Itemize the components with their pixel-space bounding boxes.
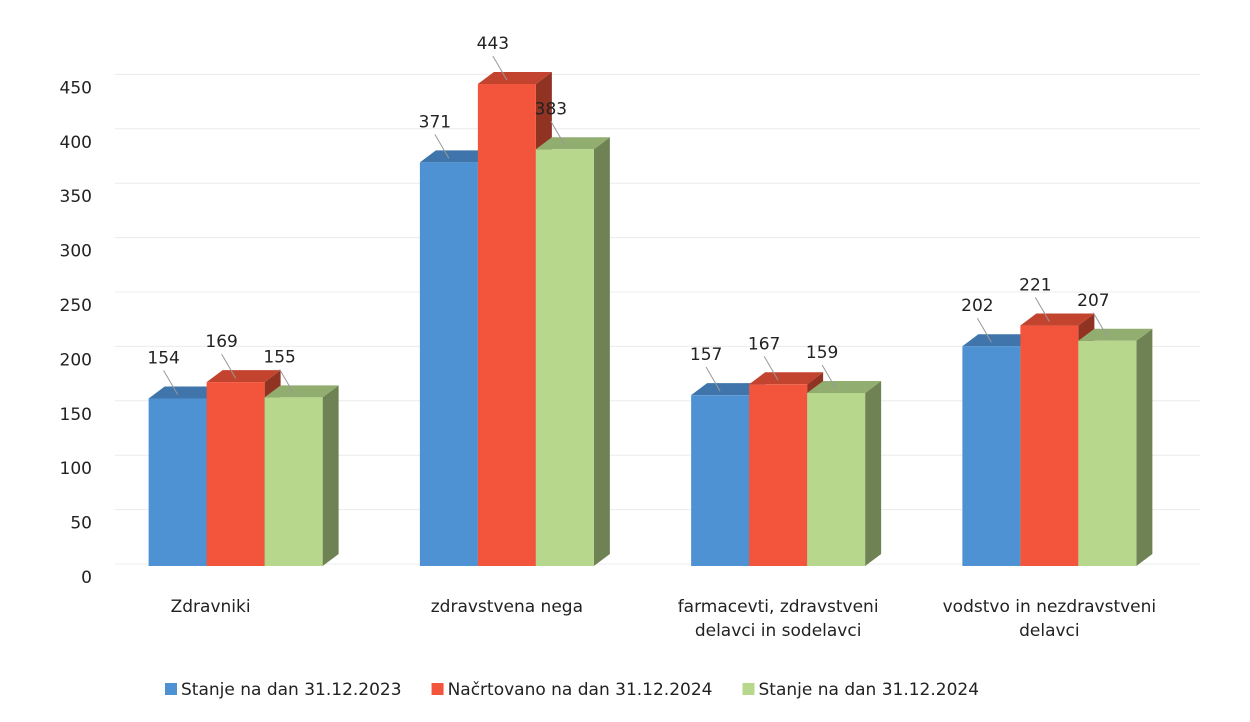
y-tick-label: 200 xyxy=(60,350,92,370)
legend-label: Stanje na dan 31.12.2024 xyxy=(758,680,979,700)
bar xyxy=(691,395,750,566)
value-label: 371 xyxy=(419,112,451,132)
bar-top xyxy=(962,334,1037,347)
y-tick-label: 250 xyxy=(60,296,92,316)
bar-side xyxy=(1136,328,1153,566)
bar xyxy=(962,346,1021,566)
bar xyxy=(749,384,808,566)
bar-top xyxy=(1078,328,1153,341)
label-leader xyxy=(1034,297,1050,322)
label-leader xyxy=(434,134,450,159)
y-tick-label: 0 xyxy=(81,568,92,588)
bar-top xyxy=(477,72,552,85)
bar-top xyxy=(264,385,339,398)
bar xyxy=(1020,325,1079,566)
x-tick-label: Zdravniki xyxy=(170,597,251,617)
value-label: 155 xyxy=(263,347,295,367)
bar xyxy=(148,398,207,566)
label-leader xyxy=(1092,312,1108,338)
value-label: 167 xyxy=(748,334,780,354)
y-tick-label: 350 xyxy=(60,187,92,207)
value-label: 159 xyxy=(806,343,838,363)
bar-side xyxy=(593,137,610,566)
value-label: 169 xyxy=(205,332,237,352)
x-tick-label: zdravstvena nega xyxy=(430,597,583,617)
label-leader xyxy=(550,121,566,146)
bar xyxy=(264,397,323,566)
y-tick-label: 400 xyxy=(60,133,92,153)
value-label: 221 xyxy=(1019,276,1051,296)
bar-side xyxy=(865,381,882,566)
bar-top xyxy=(419,150,494,163)
y-tick-label: 150 xyxy=(60,405,92,425)
label-leader xyxy=(976,317,992,343)
bar-top xyxy=(807,381,882,394)
label-leader xyxy=(279,369,295,394)
bar-top xyxy=(749,372,824,385)
y-tick-label: 450 xyxy=(60,78,92,98)
bar-top xyxy=(1020,313,1095,326)
legend-swatch xyxy=(431,683,444,695)
bar xyxy=(535,149,594,566)
value-label: 157 xyxy=(690,345,722,365)
bar-top xyxy=(206,370,281,383)
bar-side xyxy=(322,385,339,566)
bar xyxy=(419,162,478,567)
label-leader xyxy=(763,356,779,381)
x-tick-label: farmacevti, zdravstveni delavci in sodel… xyxy=(677,597,879,641)
label-leader xyxy=(163,370,179,395)
y-tick-label: 300 xyxy=(60,242,92,262)
label-leader xyxy=(492,55,508,81)
value-label: 154 xyxy=(147,348,179,368)
label-leader xyxy=(221,353,237,379)
bar xyxy=(807,393,866,566)
bar xyxy=(206,382,265,566)
bar xyxy=(477,84,536,567)
legend-label: Načrtovano na dan 31.12.2024 xyxy=(448,680,713,700)
x-tick-label: vodstvo in nezdravstveni delavci xyxy=(942,597,1157,641)
label-leader xyxy=(705,366,721,392)
bar-top xyxy=(148,386,223,399)
value-label: 207 xyxy=(1077,291,1109,311)
y-tick-label: 100 xyxy=(60,459,92,479)
value-label: 383 xyxy=(535,99,567,119)
value-label: 443 xyxy=(477,34,509,54)
y-tick-label: 50 xyxy=(70,514,92,534)
legend-label: Stanje na dan 31.12.2023 xyxy=(181,680,402,700)
label-leader xyxy=(821,364,837,390)
legend-swatch xyxy=(742,683,755,695)
value-label: 202 xyxy=(961,296,993,316)
legend-swatch xyxy=(165,683,177,695)
bar-top xyxy=(691,383,766,396)
bar-top xyxy=(535,137,610,150)
bar xyxy=(1078,340,1137,566)
